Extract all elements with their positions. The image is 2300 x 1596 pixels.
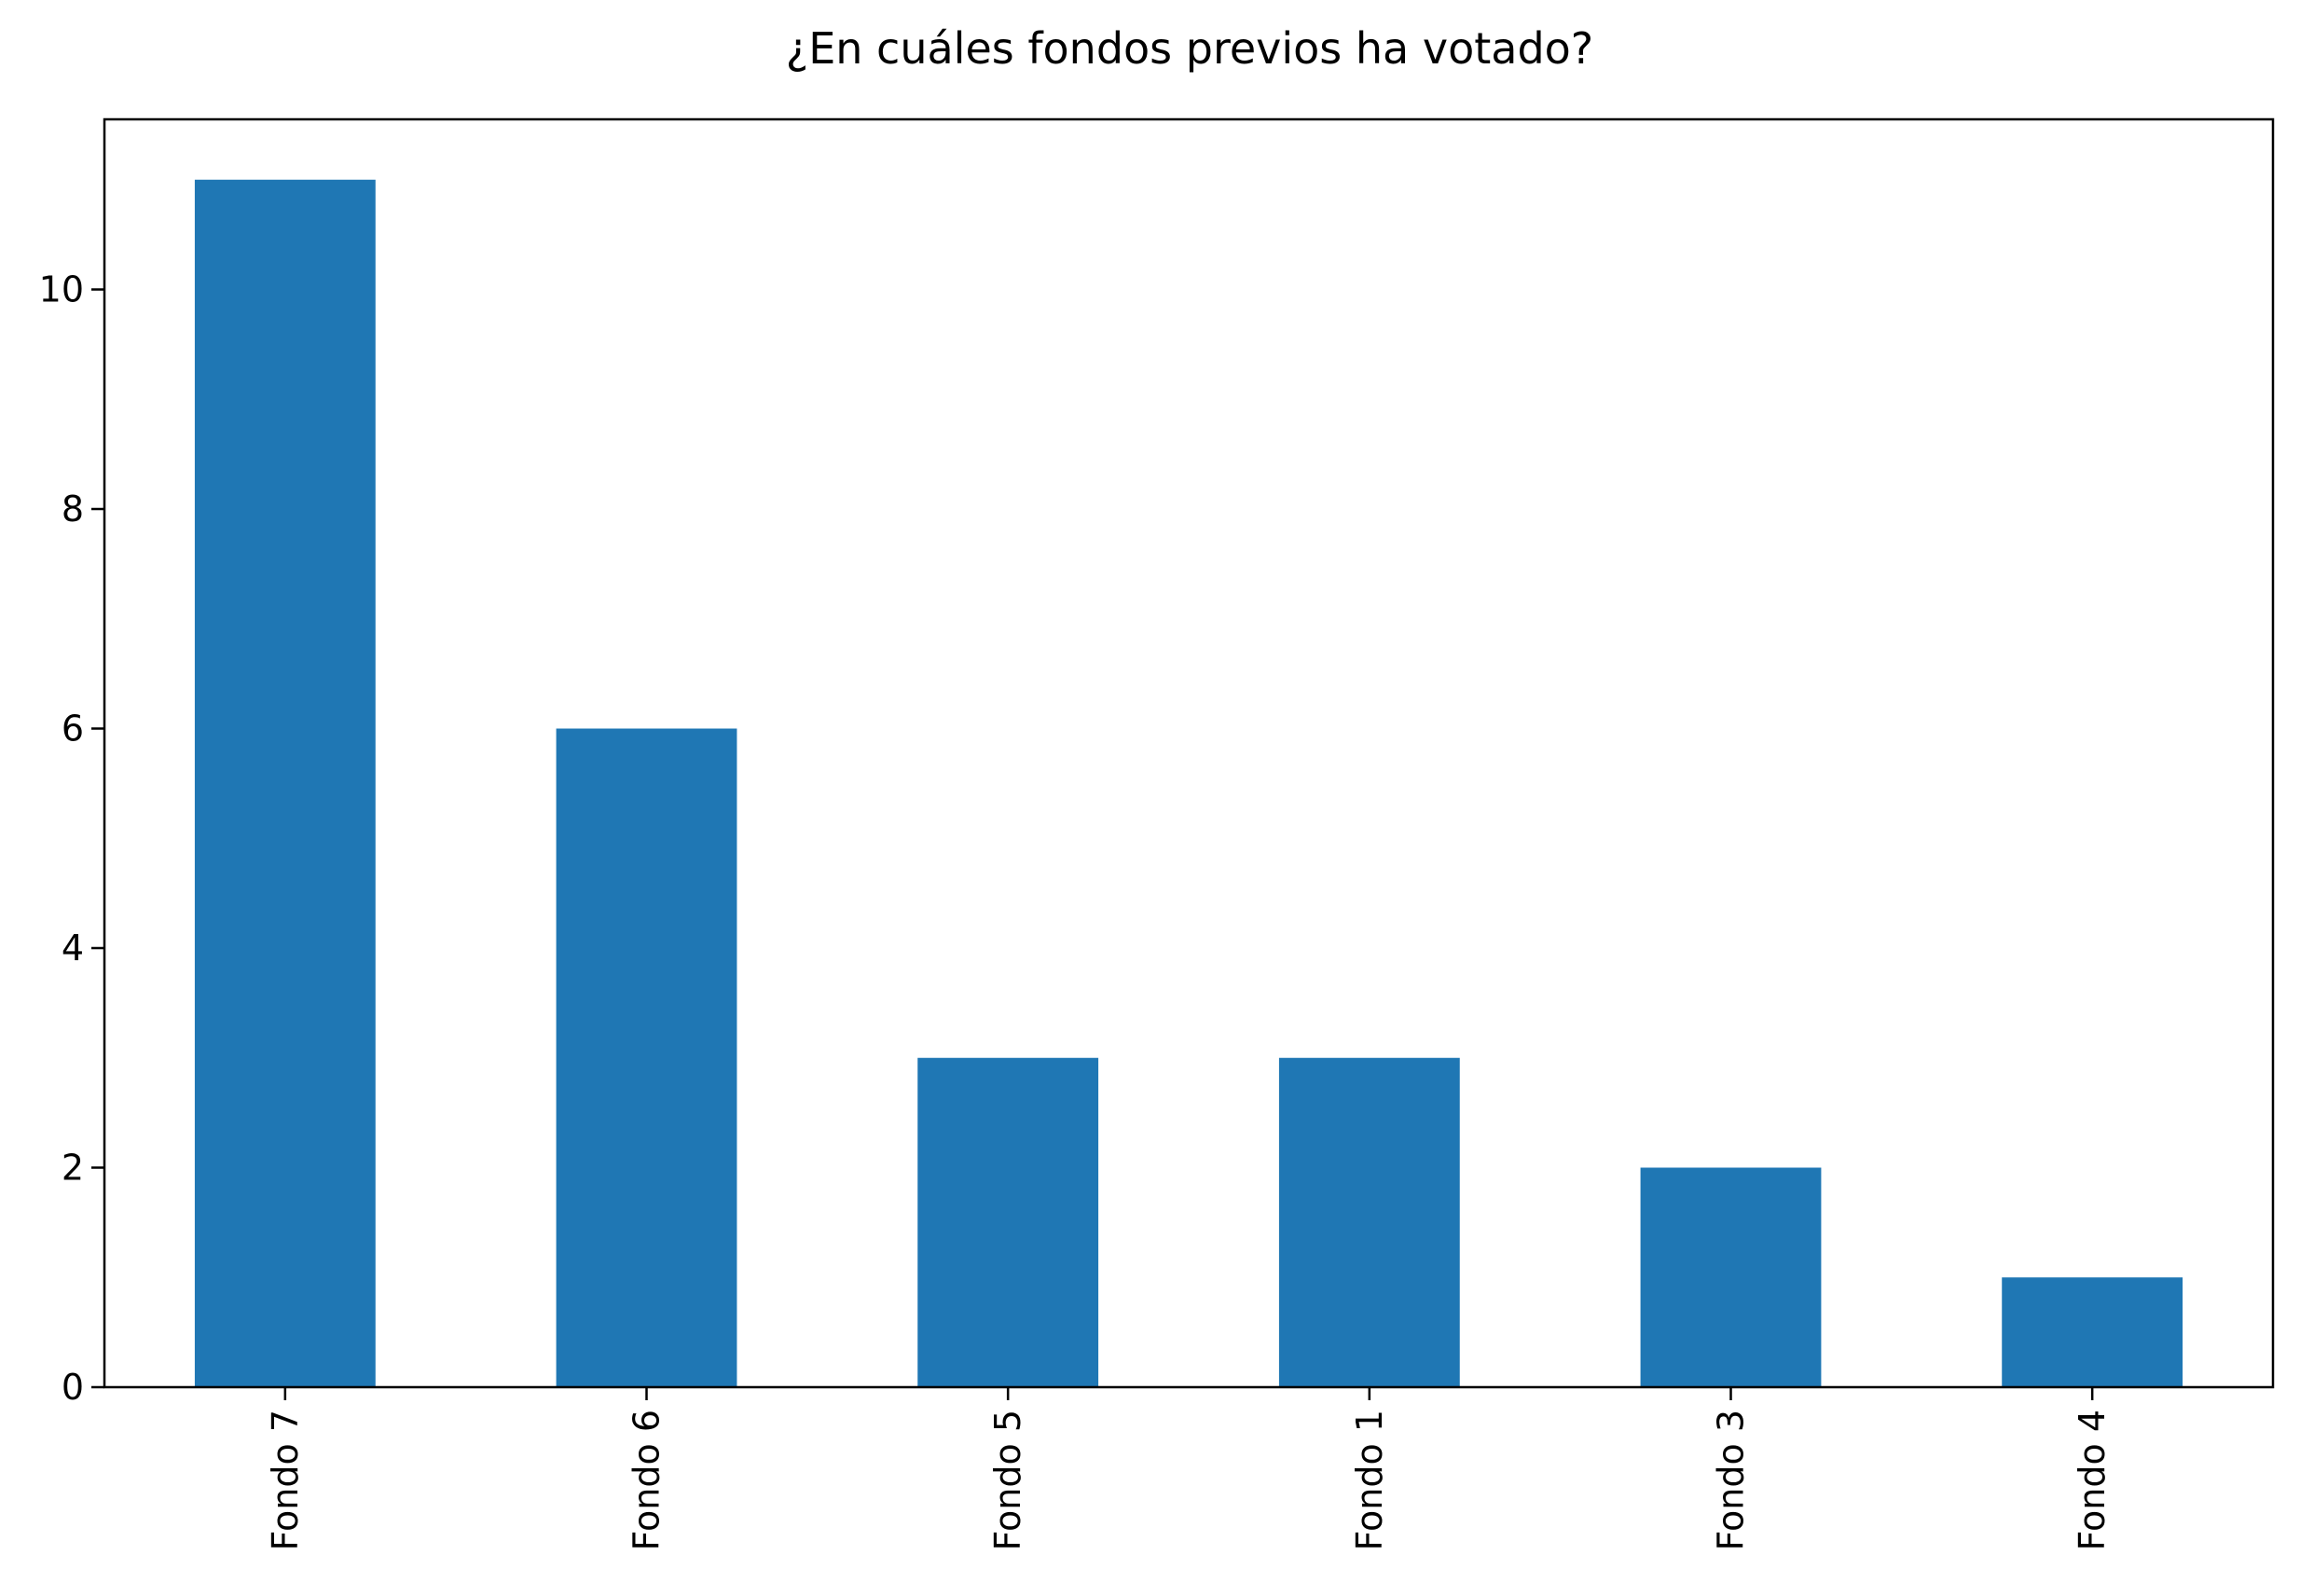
- x-tick-label: Fondo 7: [265, 1410, 306, 1550]
- bar: [2002, 1277, 2183, 1387]
- bars-group: [194, 179, 2183, 1387]
- x-tick-label: Fondo 3: [1711, 1410, 1752, 1550]
- y-axis: 0 2 4 6 8 10: [39, 269, 104, 1408]
- y-tick-label: 6: [62, 709, 84, 750]
- bar: [1640, 1167, 1822, 1387]
- y-tick-label: 10: [39, 269, 84, 310]
- y-tick-label: 2: [62, 1148, 84, 1189]
- chart-title: ¿En cuáles fondos previos ha votado?: [786, 23, 1593, 74]
- bar: [194, 179, 376, 1387]
- y-tick-label: 4: [62, 928, 84, 969]
- x-tick-label: Fondo 5: [987, 1410, 1028, 1550]
- x-tick-label: Fondo 1: [1349, 1410, 1390, 1550]
- x-tick-label: Fondo 4: [2072, 1410, 2113, 1550]
- x-tick-label: Fondo 6: [627, 1410, 668, 1550]
- bar: [1278, 1057, 1460, 1387]
- y-tick-label: 8: [62, 488, 84, 530]
- x-axis: Fondo 7 Fondo 6 Fondo 5 Fondo 1 Fondo 3 Fondo…: [265, 1387, 2113, 1550]
- bar: [917, 1057, 1099, 1387]
- bar: [556, 728, 737, 1387]
- plot-frame: [103, 117, 2275, 1389]
- y-tick-label: 0: [62, 1367, 84, 1408]
